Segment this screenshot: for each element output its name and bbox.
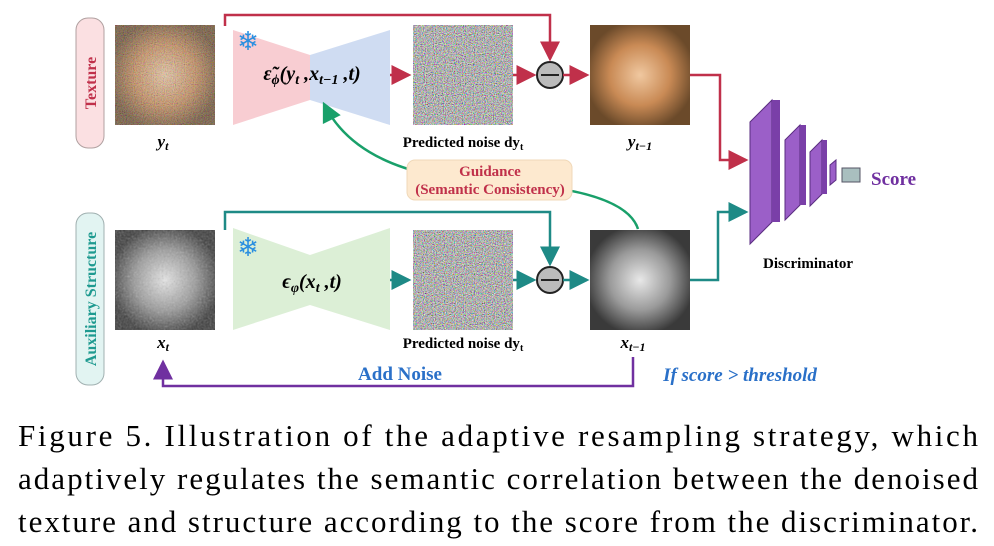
math-label: ϵφ(xt ,t) <box>282 271 342 296</box>
label-part: ,t) <box>338 63 360 85</box>
label-part: x <box>619 333 629 352</box>
subscript: ϕ <box>272 73 280 88</box>
score-label: Score <box>871 169 916 190</box>
caption-line: adaptively regulates the semantic correl… <box>18 461 978 496</box>
image-noise <box>115 230 215 330</box>
image-noise <box>115 25 215 125</box>
arrow <box>690 202 749 282</box>
subscript: t−1 <box>629 340 646 354</box>
denoised-structure-image <box>590 230 690 330</box>
guidance-title: Guidance <box>459 164 521 180</box>
label-part: y <box>156 132 166 151</box>
subscript: t <box>295 73 300 88</box>
decoder <box>310 228 390 330</box>
subscript: t <box>316 281 321 296</box>
discriminator-label: Discriminator <box>763 256 853 272</box>
skip-arrow <box>223 210 560 267</box>
decoder <box>310 30 390 125</box>
arrow <box>690 73 749 170</box>
frozen-icon: ❄ <box>237 233 259 262</box>
noise-image <box>413 25 513 125</box>
encoder <box>233 30 310 125</box>
subscript: t <box>166 340 170 354</box>
skip-arrow <box>223 13 560 62</box>
label-part: (y <box>280 63 296 85</box>
label-part: (x <box>299 271 316 293</box>
structure-pill <box>75 212 105 386</box>
disc-layer-side <box>772 100 780 222</box>
math-label: xt−1 <box>619 333 645 354</box>
math-label: Predicted noise dyt <box>403 135 524 153</box>
label-part: ϵ <box>282 271 291 293</box>
subscript: t <box>520 142 524 153</box>
subscript: t <box>165 139 169 153</box>
math-label: xt <box>156 333 170 354</box>
texture-pill <box>75 17 105 149</box>
label-part: ,x <box>299 63 319 85</box>
disc-layer <box>749 98 773 246</box>
math-label: Predicted noise dyt <box>403 336 524 354</box>
subscript: t−1 <box>319 73 338 88</box>
math-label: yt <box>156 132 170 153</box>
disc-layer <box>829 158 837 187</box>
subscript: t <box>520 343 524 354</box>
label-part: ,t) <box>320 271 342 293</box>
caption-line: texture and structure according to the s… <box>18 504 978 539</box>
encoder <box>233 228 310 330</box>
disc-layer-side <box>822 140 827 194</box>
label-part: y <box>626 132 636 151</box>
resample-arrow <box>153 357 635 388</box>
label-part: Predicted noise dy <box>403 135 521 151</box>
disc-layer-side <box>800 125 806 205</box>
structure-label: Auxiliary Structure <box>83 232 100 366</box>
guidance-box <box>406 159 573 201</box>
math-label: ε̃ϕ(yt ,xt−1 ,t) <box>263 63 360 88</box>
disc-layer <box>784 123 801 222</box>
disc-output <box>841 167 861 183</box>
texture-label: Texture <box>83 57 100 109</box>
add-noise-label: Add Noise <box>358 364 442 385</box>
condition-label: If score > threshold <box>662 365 817 386</box>
label-part: Predicted noise dy <box>403 336 521 352</box>
frozen-icon: ❄ <box>237 27 259 56</box>
guidance-subtitle: (Semantic Consistency) <box>415 182 565 198</box>
denoised-texture-image <box>590 25 690 125</box>
noise-image <box>413 230 513 330</box>
subscript: t−1 <box>635 139 652 153</box>
caption-line: Figure 5. Illustration of the adaptive r… <box>18 418 979 453</box>
subscript: φ <box>291 281 299 296</box>
disc-layer <box>809 138 823 208</box>
label-part: x <box>156 333 166 352</box>
math-label: yt−1 <box>626 132 652 153</box>
